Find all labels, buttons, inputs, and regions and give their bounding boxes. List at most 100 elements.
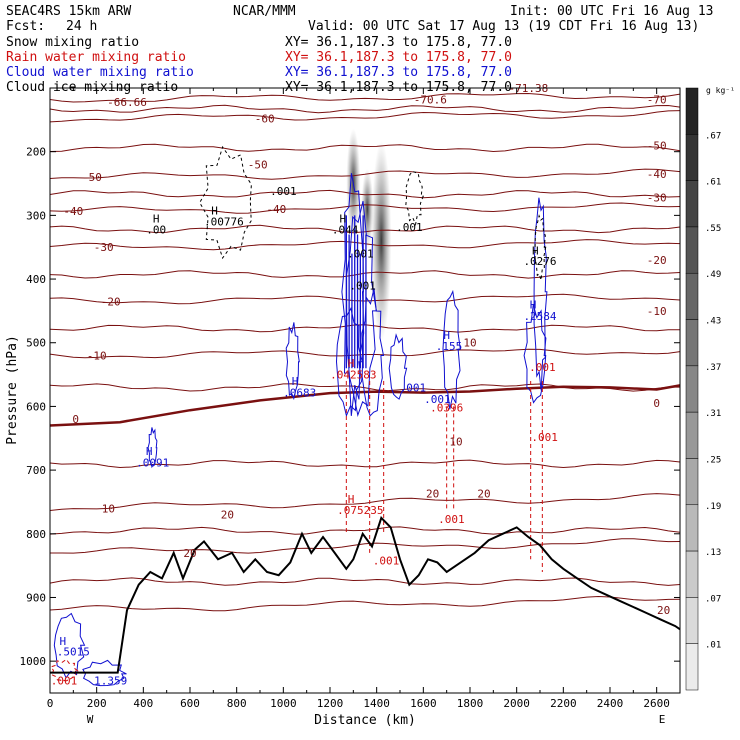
hydrometeor-label: .001: [349, 279, 376, 292]
hydrometeor-label: H: [146, 445, 153, 458]
hydrometeor-label: .001: [270, 185, 297, 198]
x-axis-label: Distance (km): [314, 713, 416, 728]
temperature-contour: [49, 383, 680, 392]
hydrometeor-label: .001: [400, 381, 427, 394]
hydrometeor-label: .00: [146, 223, 166, 236]
colorbar-swatch: [685, 226, 699, 274]
temperature-label: 20: [183, 547, 196, 560]
snow-plume: [371, 140, 392, 341]
freezing-level-line: [49, 384, 681, 427]
temperature-labels: -66.66 -70.6-71.38-70-60-50-50-50-40 -40-4…: [63, 82, 670, 617]
temperature-contour: [49, 202, 681, 214]
rain-water-contours: [50, 380, 543, 682]
freezing-level-curve: [49, 384, 681, 427]
hydrometeor-label: .001: [529, 361, 556, 374]
org-label: NCAR/MMM: [233, 4, 296, 19]
field-xy-rain: XY= 36.1,187.3 to 175.8, 77.0: [285, 50, 512, 65]
temperature-label: -50: [248, 158, 268, 171]
temperature-contour: [49, 239, 681, 251]
temperature-contour: [49, 143, 681, 153]
cloud-water-contour: [341, 173, 365, 416]
y-tick-label: 600: [26, 400, 46, 413]
field-xy-snow: XY= 36.1,187.3 to 175.8, 77.0: [285, 35, 512, 50]
colorbar-swatch: [685, 180, 699, 228]
colorbar-swatch: [685, 504, 699, 552]
cloud-water-contour: [523, 304, 547, 404]
colorbar-swatch: [685, 458, 699, 506]
hydrometeor-label: .001: [438, 513, 465, 526]
hydrometeor-label: H: [292, 375, 299, 388]
cloud-ice-contour: [405, 170, 424, 227]
temperature-contour: [49, 189, 681, 199]
cloud-water-contour: [442, 289, 461, 410]
y-tick-label: 400: [26, 273, 46, 286]
temperature-label: 20: [221, 509, 234, 522]
hydrometeor-label: .0683: [283, 386, 316, 399]
x-tick-label: 2400: [597, 697, 624, 710]
x-tick-label: 0: [47, 697, 54, 710]
temperature-label: -40: [266, 203, 286, 216]
colorbar-label: .13: [705, 548, 721, 558]
field-name-snow: Snow mixing ratio: [6, 35, 139, 50]
colorbar-label: .19: [705, 502, 721, 512]
hydrometeor-label: 1.359: [94, 674, 127, 687]
temperature-label: -20: [101, 295, 121, 308]
hydrometeor-label: .0091: [136, 456, 169, 469]
hydrometeor-label: H: [530, 299, 537, 312]
y-tick-label: 200: [26, 146, 46, 159]
temperature-label: 10: [102, 502, 115, 515]
temperature-label: 0: [72, 413, 79, 426]
y-tick-label: 1000: [20, 655, 47, 668]
cloud-water-contour: [361, 288, 385, 417]
cloud-water-contour: [285, 322, 300, 401]
y-tick-label: 800: [26, 528, 46, 541]
hydrometeor-label: .001: [531, 431, 558, 444]
temperature-label: 10: [449, 435, 462, 448]
colorbar-label: .49: [705, 270, 721, 280]
temperature-contour: [49, 493, 681, 511]
colorbar-swatch: [685, 550, 699, 598]
x-tick-label: 400: [133, 697, 153, 710]
x-tick-label: 2600: [643, 697, 670, 710]
y-tick-label: 700: [26, 464, 46, 477]
temperature-label: -30: [647, 192, 667, 205]
valid-time: Valid: 00 UTC Sat 17 Aug 13 (19 CDT Fri …: [308, 19, 699, 34]
colorbar-label: .55: [705, 224, 721, 234]
field-xy-cloud-water: XY= 36.1,187.3 to 175.8, 77.0: [285, 65, 512, 80]
temperature-contour: [49, 110, 681, 123]
hydrometeor-label: H: [60, 635, 67, 648]
hydrometeor-label: .075235: [337, 504, 383, 517]
temperature-contour: [49, 595, 681, 612]
temperature-label: 20: [426, 488, 439, 501]
x-tick-label: 1400: [363, 697, 390, 710]
temperature-contours: [49, 92, 681, 612]
y-tick-label: 900: [26, 591, 46, 604]
temperature-label: 20: [477, 488, 490, 501]
y-tick-label: 300: [26, 209, 46, 222]
temperature-label: -10: [647, 305, 667, 318]
temperature-label: 10: [463, 337, 476, 350]
colorbar-swatch: [685, 319, 699, 367]
temperature-label: -20: [647, 254, 667, 267]
hydrometeor-label: .042583: [330, 369, 376, 382]
temperature-contour: [49, 92, 681, 103]
colorbar: .67 .61 .55 .49 .43 .37 .31 .25 .19 .13 .07 .01: [685, 87, 721, 691]
colorbar-swatch: [685, 272, 699, 320]
temperature-contour: [49, 270, 681, 279]
hydrometeor-label: H: [443, 329, 450, 342]
x-tick-label: 1200: [317, 697, 344, 710]
cloud-water-contour: [388, 333, 408, 400]
colorbar-swatch: [685, 365, 699, 413]
y-tick-label: 500: [26, 337, 46, 350]
snow-plume: [361, 169, 374, 249]
temperature-label: -50: [647, 139, 667, 152]
y-axis-label: Pressure (hPa): [5, 335, 20, 445]
colorbar-label: .37: [705, 363, 721, 373]
x-tick-label: 2200: [550, 697, 577, 710]
colorbar-label: .01: [705, 641, 721, 651]
cloud-ice-contours: [199, 145, 547, 281]
temperature-label: -70: [647, 93, 667, 106]
temperature-contour: [49, 293, 681, 305]
fcst-value: 24 h: [66, 19, 97, 34]
x-tick-label: 800: [227, 697, 247, 710]
